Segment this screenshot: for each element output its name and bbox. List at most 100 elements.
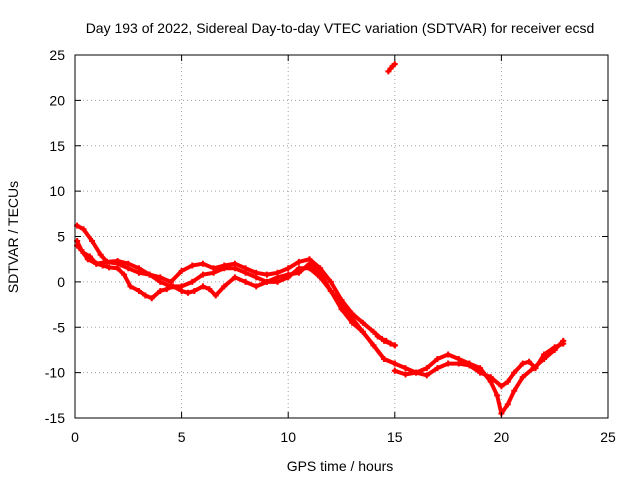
data-point (359, 319, 366, 326)
series-line (392, 338, 566, 416)
data-point (391, 367, 398, 374)
series-track-d (391, 337, 567, 417)
tick-layer: 0 5 10 15 20 25 -15 -10 -5 0 5 10 15 20 25 (45, 47, 616, 445)
y-tick-label: -10 (45, 365, 65, 381)
data-point (148, 295, 155, 302)
x-axis-title: GPS time / hours (287, 458, 394, 474)
data-point (263, 278, 270, 285)
data-point (402, 365, 409, 372)
data-point (199, 260, 206, 267)
data-point (285, 271, 292, 278)
data-point (434, 356, 441, 363)
data-point (541, 351, 548, 358)
data-point (206, 286, 213, 293)
data-point (295, 269, 302, 276)
x-tick-label: 20 (494, 429, 510, 445)
y-tick-label: 25 (49, 47, 65, 63)
data-point (374, 333, 381, 340)
data-point (189, 278, 196, 285)
data-point (221, 283, 228, 290)
data-point (551, 344, 558, 351)
data-point (532, 365, 539, 372)
data-point (317, 269, 324, 276)
data-point (89, 238, 96, 245)
chart-title: Day 193 of 2022, Sidereal Day-to-day VTE… (86, 20, 595, 36)
data-point (434, 365, 441, 372)
data-point (402, 371, 409, 378)
data-point (93, 260, 100, 267)
data-point (383, 337, 390, 344)
grid-layer (75, 55, 608, 418)
y-tick-label: 10 (49, 183, 65, 199)
data-point (423, 372, 430, 379)
data-point (242, 278, 249, 285)
data-point (560, 340, 567, 347)
data-point (381, 356, 388, 363)
series-track-g (374, 333, 398, 349)
data-point (379, 336, 386, 343)
data-point (157, 287, 164, 294)
data-point (445, 351, 452, 358)
data-point (263, 271, 270, 278)
data-point (170, 283, 177, 290)
data-point (114, 258, 121, 265)
series-track-f (385, 61, 398, 75)
data-point (487, 374, 494, 381)
y-tick-label: 20 (49, 92, 65, 108)
data-point (163, 286, 170, 293)
x-tick-label: 25 (600, 429, 616, 445)
data-point (221, 265, 228, 272)
series-track-b (74, 238, 398, 367)
data-point (504, 401, 511, 408)
data-point (466, 362, 473, 369)
data-point (423, 365, 430, 372)
data-point (80, 226, 87, 233)
data-point (413, 369, 420, 376)
data-point (526, 358, 533, 365)
data-point (184, 289, 191, 296)
data-point (231, 274, 238, 281)
data-point (387, 340, 394, 347)
series-layer (74, 61, 567, 417)
series-track-c (74, 242, 398, 367)
data-point (274, 274, 281, 281)
data-point (199, 271, 206, 278)
data-point (253, 283, 260, 290)
data-point (142, 292, 149, 299)
x-tick-label: 5 (178, 429, 186, 445)
data-point (127, 283, 134, 290)
y-tick-label: 5 (57, 229, 65, 245)
series-track-a (74, 222, 398, 349)
y-tick-label: -15 (45, 410, 65, 426)
data-point (242, 269, 249, 276)
data-point (80, 249, 87, 256)
data-point (391, 61, 398, 68)
data-point (306, 260, 313, 267)
data-point (231, 265, 238, 272)
data-point (103, 258, 110, 265)
y-axis-title: SDTVAR / TECUs (5, 181, 21, 293)
data-point (498, 383, 505, 390)
data-point (125, 260, 132, 267)
data-point (212, 292, 219, 299)
data-point (455, 360, 462, 367)
series-line (75, 239, 397, 366)
data-point (391, 360, 398, 367)
data-point (178, 287, 185, 294)
data-point (477, 369, 484, 376)
data-point (97, 251, 104, 258)
data-point (199, 283, 206, 290)
data-point (391, 342, 398, 349)
data-point (86, 253, 93, 260)
data-point (135, 287, 142, 294)
data-point (253, 274, 260, 281)
y-tick-label: 15 (49, 138, 65, 154)
data-point (157, 278, 164, 285)
series-line (75, 243, 397, 366)
x-tick-label: 15 (387, 429, 403, 445)
data-point (121, 271, 128, 278)
data-point (210, 269, 217, 276)
data-point (370, 328, 377, 335)
data-point (504, 378, 511, 385)
